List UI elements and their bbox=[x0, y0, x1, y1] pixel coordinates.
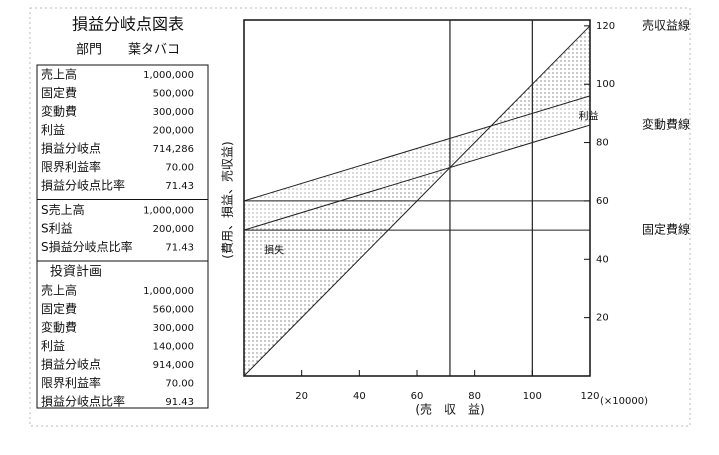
row-label: S損益分岐点比率 bbox=[41, 239, 133, 254]
row-value: 500,000 bbox=[153, 89, 194, 100]
y-tick-label: 100 bbox=[596, 79, 615, 90]
x-axis-unit: (×10000) bbox=[600, 396, 648, 407]
row-value: 200,000 bbox=[153, 224, 194, 235]
row-value: 1,000,000 bbox=[143, 70, 194, 81]
y-tick-label: 60 bbox=[596, 196, 609, 207]
panel-subtitle: 部門 葉タバコ bbox=[76, 43, 180, 58]
line-label: 固定費線 bbox=[642, 222, 690, 237]
row-value: 71.43 bbox=[165, 243, 194, 254]
row-label: 損益分岐点 bbox=[41, 357, 101, 372]
row-label: 売上高 bbox=[41, 67, 77, 82]
row-label: 変動費 bbox=[41, 104, 77, 119]
panel-table: 売上高 1,000,000 固定費 500,000 変動費 300,000 利益 200,00… bbox=[37, 67, 208, 409]
x-tick-label: 20 bbox=[295, 391, 308, 402]
row-value: 140,000 bbox=[153, 342, 194, 353]
row-value: 1,000,000 bbox=[143, 206, 194, 217]
row-value: 70.00 bbox=[165, 163, 194, 174]
panel-box bbox=[36, 64, 209, 409]
panel-title: 損益分岐点図表 bbox=[72, 15, 184, 34]
row-label: 売上高 bbox=[41, 283, 77, 298]
y-tick-label: 80 bbox=[596, 138, 609, 149]
row-value: 300,000 bbox=[153, 323, 194, 334]
series-line bbox=[243, 124, 591, 231]
row-value: 70.00 bbox=[165, 379, 194, 390]
annotation: 損失 bbox=[264, 244, 284, 257]
row-value: 714,286 bbox=[153, 144, 194, 155]
y-tick-label: 40 bbox=[596, 254, 609, 265]
x-axis-label: (売 収 益) bbox=[415, 402, 484, 417]
annotation: 利益 bbox=[578, 109, 598, 122]
row-value: 200,000 bbox=[153, 126, 194, 137]
row-value: 914,000 bbox=[153, 360, 194, 371]
x-tick-label: 80 bbox=[468, 391, 481, 402]
row-value: 71.43 bbox=[165, 181, 194, 192]
row-label: 損益分岐点 bbox=[41, 141, 101, 156]
page-frame bbox=[29, 7, 691, 427]
x-tick-label: 120 bbox=[580, 391, 599, 402]
row-value: 300,000 bbox=[153, 107, 194, 118]
row-label: 損益分岐点比率 bbox=[41, 178, 125, 193]
row-label: 限界利益率 bbox=[41, 375, 101, 390]
line-label: 売収益線 bbox=[642, 17, 690, 32]
row-label: 利益 bbox=[41, 123, 65, 137]
y-tick-label: 20 bbox=[596, 313, 609, 324]
x-tick-label: 60 bbox=[411, 391, 424, 402]
y-axis-label: (費用、損益、売収益) bbox=[220, 141, 235, 258]
row-label: 変動費 bbox=[41, 320, 77, 335]
x-tick-label: 40 bbox=[353, 391, 366, 402]
row-label: 損益分岐点比率 bbox=[41, 394, 125, 409]
row-value: 560,000 bbox=[153, 305, 194, 316]
y-tick-label: 120 bbox=[596, 21, 615, 32]
row-label: S売上高 bbox=[41, 202, 85, 217]
row-label: 限界利益率 bbox=[41, 159, 101, 174]
row-label: 固定費 bbox=[41, 301, 77, 316]
row-value: 91.43 bbox=[165, 397, 194, 408]
row-label: 固定費 bbox=[41, 85, 77, 100]
row-value: 1,000,000 bbox=[143, 286, 194, 297]
row-label: 利益 bbox=[41, 339, 65, 353]
section-title: 投資計画 bbox=[50, 264, 102, 280]
row-label: S利益 bbox=[41, 222, 73, 236]
line-label: 変動費線 bbox=[642, 117, 690, 132]
x-tick-label: 100 bbox=[523, 391, 542, 402]
shaded-region bbox=[491, 25, 590, 126]
